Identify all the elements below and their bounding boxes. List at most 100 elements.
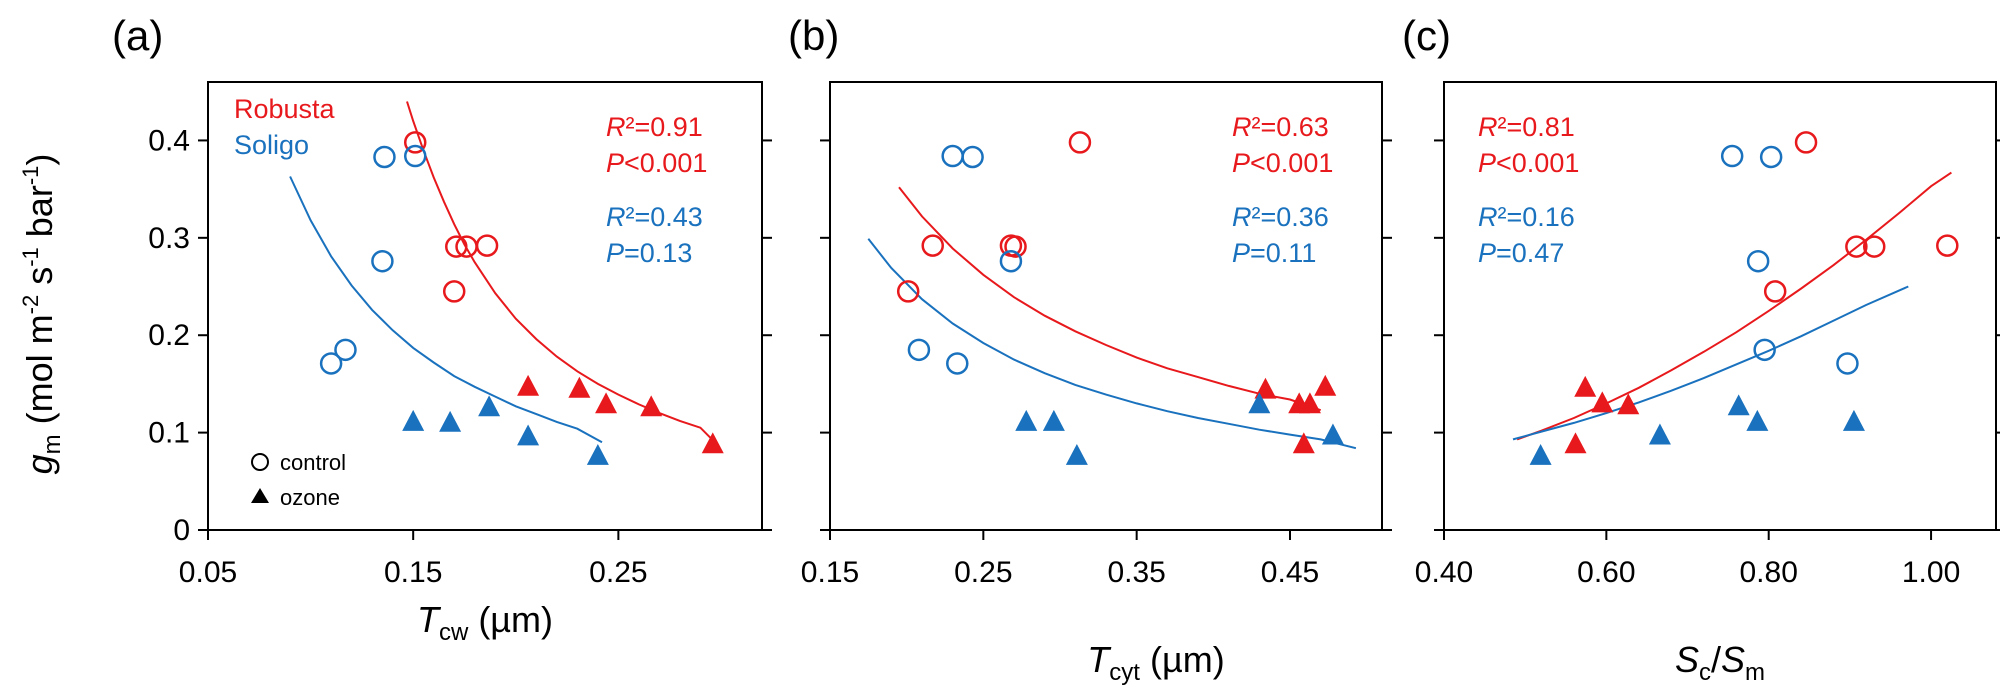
x-tick-label: 0.35 <box>1107 556 1165 589</box>
control-point <box>1746 249 1770 273</box>
ozone-point <box>1042 409 1065 431</box>
control-point <box>319 352 343 375</box>
ozone-point <box>478 395 501 417</box>
data-points <box>319 131 724 465</box>
x-ticks: 0.40 0.60 0.80 1.00 <box>1415 530 1960 589</box>
panel-label: (b) <box>788 12 839 59</box>
legend-robusta: Robusta <box>234 94 336 124</box>
stat-soligo-p: P=0.13 <box>606 238 692 268</box>
control-point <box>1836 352 1859 375</box>
ozone-point <box>1746 409 1769 431</box>
ozone-point <box>1564 432 1587 454</box>
ozone-point <box>1298 392 1321 414</box>
control-point <box>442 280 466 303</box>
panel-b: (b) 0.15 0.25 0.35 0.45 R²=0.63 P<0.001 R²=… <box>788 12 1392 686</box>
data-points <box>1529 131 1959 465</box>
ozone-point <box>1529 444 1552 465</box>
stat-soligo-p: P=0.47 <box>1478 238 1564 268</box>
control-point <box>896 280 920 303</box>
fit-curve <box>1516 171 1952 441</box>
control-point <box>921 234 944 257</box>
legend-ozone-label: ozone <box>280 485 340 510</box>
ozone-point <box>586 444 609 465</box>
fit-curves <box>867 186 1357 450</box>
stat-robusta-p: P<0.001 <box>1478 148 1579 178</box>
legend-control-label: control <box>280 450 346 475</box>
shape-legend: control ozone <box>251 450 346 510</box>
legend-control-marker <box>251 453 269 471</box>
stat-robusta-r2: R²=0.81 <box>1478 112 1575 142</box>
ozone-point <box>1314 374 1337 396</box>
control-point <box>1753 338 1776 362</box>
x-tick-label: 1.00 <box>1902 556 1960 589</box>
x-ticks: 0.05 0.15 0.25 <box>179 530 648 589</box>
x-tick-label: 0.80 <box>1740 556 1798 589</box>
y-axis-title: gm (mol m-2 s-1 bar-1) <box>18 154 66 475</box>
legend-soligo: Soligo <box>234 130 309 160</box>
x-axis-title: Sc/Sm <box>1675 639 1765 686</box>
x-tick-label: 0.15 <box>384 556 442 589</box>
control-point <box>1759 145 1783 169</box>
ozone-point <box>701 432 724 454</box>
ozone-point <box>1648 423 1671 445</box>
control-point <box>907 338 931 362</box>
control-point <box>1845 235 1868 258</box>
ozone-point <box>595 392 618 414</box>
control-point <box>1763 280 1787 303</box>
ozone-point <box>1321 423 1344 445</box>
fit-curves <box>1512 171 1952 441</box>
x-tick-label: 0.15 <box>801 556 859 589</box>
stat-soligo-r2: R²=0.43 <box>606 202 703 232</box>
control-point <box>445 235 468 258</box>
control-point <box>475 234 499 257</box>
y-ticks <box>1434 139 2000 531</box>
stat-robusta-p: P<0.001 <box>606 148 707 178</box>
control-point <box>1794 131 1818 154</box>
data-points <box>896 131 1344 465</box>
y-tick-label: 0.4 <box>148 124 190 157</box>
ozone-point <box>1842 409 1865 431</box>
panel-label: (a) <box>112 12 163 59</box>
control-point <box>1004 235 1027 258</box>
y-tick-label: 0.2 <box>148 319 190 352</box>
ozone-point <box>1065 444 1088 465</box>
ozone-point <box>517 374 540 396</box>
plot-frame <box>829 81 1383 531</box>
fit-curve <box>289 176 603 444</box>
ozone-point <box>1254 377 1277 399</box>
legend-ozone-marker <box>251 488 269 503</box>
stat-robusta-r2: R²=0.91 <box>606 112 703 142</box>
control-point <box>334 338 357 362</box>
x-tick-label: 0.45 <box>1261 556 1319 589</box>
y-tick-label: 0.3 <box>148 222 190 255</box>
control-point <box>999 249 1023 273</box>
stat-soligo-r2: R²=0.16 <box>1478 202 1575 232</box>
ozone-point <box>1248 392 1271 414</box>
ozone-point <box>1727 394 1750 416</box>
y-ticks <box>820 139 1392 531</box>
control-point <box>1720 144 1744 168</box>
stat-robusta-r2: R²=0.63 <box>1232 112 1329 142</box>
x-tick-label: 0.05 <box>179 556 237 589</box>
control-point <box>403 144 427 168</box>
control-point <box>1068 131 1092 154</box>
control-point <box>1936 234 1959 257</box>
ozone-point <box>640 395 663 417</box>
x-tick-label: 0.25 <box>589 556 647 589</box>
control-point <box>946 352 969 375</box>
y-tick-label: 0 <box>173 514 190 547</box>
ozone-point <box>1591 391 1614 413</box>
control-point <box>371 249 394 273</box>
x-tick-label: 0.25 <box>954 556 1012 589</box>
x-tick-label: 0.40 <box>1415 556 1473 589</box>
stat-robusta-p: P<0.001 <box>1232 148 1333 178</box>
panel-label: (c) <box>1402 12 1451 59</box>
ozone-point <box>1015 409 1038 431</box>
panel-a: (a) 0 0.1 0.2 0.3 0.4 0.05 0.15 0.25 Robusta S… <box>112 12 772 646</box>
fit-curve <box>867 238 1357 450</box>
plot-frame <box>207 81 763 531</box>
ozone-point <box>568 376 591 398</box>
ozone-point <box>439 410 462 432</box>
ozone-point <box>1574 375 1597 397</box>
